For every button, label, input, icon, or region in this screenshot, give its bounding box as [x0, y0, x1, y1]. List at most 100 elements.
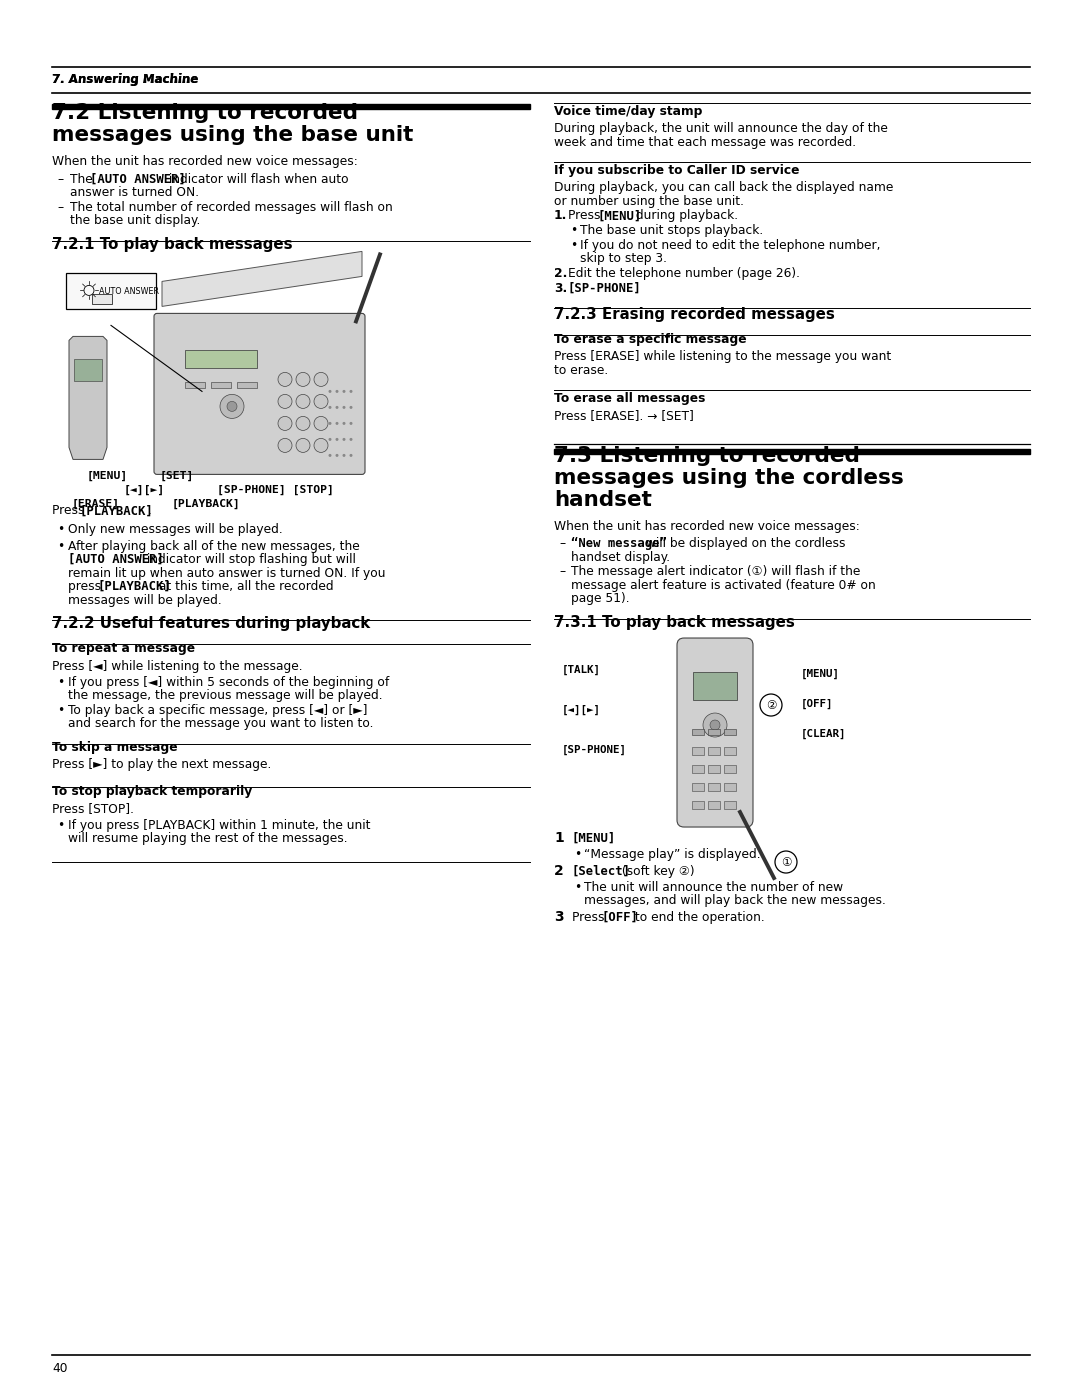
Circle shape — [350, 454, 352, 457]
Text: Press: Press — [572, 911, 608, 923]
Circle shape — [710, 719, 720, 731]
Circle shape — [328, 437, 332, 441]
Bar — [237, 383, 257, 388]
Circle shape — [314, 439, 328, 453]
Text: The total number of recorded messages will flash on: The total number of recorded messages wi… — [70, 201, 393, 214]
Text: [CLEAR]: [CLEAR] — [801, 729, 847, 739]
Circle shape — [278, 394, 292, 408]
Text: During playback, the unit will announce the day of the: During playback, the unit will announce … — [554, 122, 888, 136]
Text: 7.2.2 Useful features during playback: 7.2.2 Useful features during playback — [52, 616, 370, 631]
Text: Press: Press — [568, 210, 605, 222]
Text: at this time, all the recorded: at this time, all the recorded — [154, 580, 334, 592]
Text: To erase all messages: To erase all messages — [554, 393, 705, 405]
Text: during playback.: during playback. — [633, 210, 739, 222]
Text: The message alert indicator (①) will flash if the: The message alert indicator (①) will fla… — [571, 566, 861, 578]
Circle shape — [342, 422, 346, 425]
Text: 7.2 Listening to recorded: 7.2 Listening to recorded — [52, 103, 357, 123]
Text: messages using the cordless: messages using the cordless — [554, 468, 904, 488]
Text: •: • — [573, 882, 581, 894]
Text: To erase a specific message: To erase a specific message — [554, 334, 746, 346]
Circle shape — [775, 851, 797, 873]
Circle shape — [278, 439, 292, 453]
Text: [MENU]: [MENU] — [572, 833, 617, 845]
Text: 2: 2 — [554, 863, 564, 877]
Text: ①: ① — [781, 855, 792, 869]
Text: 3.: 3. — [554, 282, 567, 295]
Text: •: • — [57, 539, 64, 552]
Text: [MENU]: [MENU] — [597, 210, 642, 222]
Text: To repeat a message: To repeat a message — [52, 643, 195, 655]
Bar — [554, 448, 1030, 454]
Circle shape — [314, 416, 328, 430]
Text: 7. Answering Machine: 7. Answering Machine — [52, 73, 198, 87]
Text: answer is turned ON.: answer is turned ON. — [70, 186, 199, 200]
Text: skip to step 3.: skip to step 3. — [580, 253, 667, 265]
Text: handset display.: handset display. — [571, 550, 670, 563]
Text: •: • — [57, 676, 64, 689]
Text: Press [ERASE]. → [SET]: Press [ERASE]. → [SET] — [554, 409, 693, 422]
Polygon shape — [162, 251, 362, 306]
Circle shape — [296, 394, 310, 408]
Text: message alert feature is activated (feature 0# on: message alert feature is activated (feat… — [571, 578, 876, 592]
Text: 7.3 Listening to recorded: 7.3 Listening to recorded — [554, 446, 860, 465]
Text: –: – — [559, 538, 565, 550]
Text: 1.: 1. — [554, 210, 567, 222]
Circle shape — [336, 454, 338, 457]
Circle shape — [350, 390, 352, 393]
Bar — [724, 766, 735, 773]
FancyBboxPatch shape — [66, 274, 156, 309]
Text: The base unit stops playback.: The base unit stops playback. — [580, 225, 764, 237]
Bar — [52, 103, 530, 109]
Text: Edit the telephone number (page 26).: Edit the telephone number (page 26). — [568, 267, 800, 279]
Text: If you press [PLAYBACK] within 1 minute, the unit: If you press [PLAYBACK] within 1 minute,… — [68, 819, 370, 831]
Text: messages will be played.: messages will be played. — [68, 594, 221, 606]
Text: [AUTO ANSWER]: [AUTO ANSWER] — [90, 173, 186, 186]
Text: [ERASE]: [ERASE] — [72, 499, 120, 509]
Text: week and time that each message was recorded.: week and time that each message was reco… — [554, 136, 856, 148]
Bar — [724, 784, 735, 791]
Text: •: • — [57, 524, 64, 536]
Text: page 51).: page 51). — [571, 592, 630, 605]
Circle shape — [336, 390, 338, 393]
Text: [MENU]: [MENU] — [87, 471, 129, 481]
Text: .: . — [148, 504, 152, 517]
Text: will be displayed on the cordless: will be displayed on the cordless — [643, 538, 846, 550]
Circle shape — [342, 390, 346, 393]
Text: [OFF]: [OFF] — [602, 911, 638, 923]
Circle shape — [350, 407, 352, 409]
Text: •: • — [570, 225, 577, 237]
Text: [SP-PHONE]: [SP-PHONE] — [568, 282, 642, 295]
Text: [SP-PHONE]: [SP-PHONE] — [562, 745, 627, 756]
Text: 40: 40 — [52, 1362, 67, 1375]
Text: AUTO ANSWER: AUTO ANSWER — [99, 288, 159, 296]
Text: 2.: 2. — [554, 267, 567, 279]
Text: and search for the message you want to listen to.: and search for the message you want to l… — [68, 718, 374, 731]
Text: Press [◄] while listening to the message.: Press [◄] while listening to the message… — [52, 659, 302, 673]
Text: To skip a message: To skip a message — [52, 740, 177, 754]
Text: to end the operation.: to end the operation. — [631, 911, 765, 923]
Text: indicator will stop flashing but will: indicator will stop flashing but will — [143, 553, 355, 566]
FancyBboxPatch shape — [154, 313, 365, 475]
Circle shape — [296, 416, 310, 430]
Polygon shape — [69, 337, 107, 460]
Text: –: – — [57, 173, 63, 186]
Bar — [708, 729, 720, 735]
Text: When the unit has recorded new voice messages:: When the unit has recorded new voice mes… — [52, 155, 357, 168]
Text: Press: Press — [52, 504, 89, 517]
Circle shape — [703, 712, 727, 738]
Circle shape — [328, 454, 332, 457]
Text: During playback, you can call back the displayed name: During playback, you can call back the d… — [554, 182, 893, 194]
Bar — [708, 766, 720, 773]
Text: (soft key ②): (soft key ②) — [619, 865, 696, 877]
Text: messages, and will play back the new messages.: messages, and will play back the new mes… — [584, 894, 886, 908]
Text: To stop playback temporarily: To stop playback temporarily — [52, 785, 253, 798]
Text: 7.3.1 To play back messages: 7.3.1 To play back messages — [554, 615, 795, 630]
Text: indicator will flash when auto: indicator will flash when auto — [165, 173, 349, 186]
Text: or number using the base unit.: or number using the base unit. — [554, 194, 744, 208]
Circle shape — [342, 437, 346, 441]
Text: •: • — [57, 704, 64, 717]
Text: To play back a specific message, press [◄] or [►]: To play back a specific message, press [… — [68, 704, 367, 717]
Text: –: – — [559, 566, 565, 578]
Bar — [692, 800, 704, 809]
Text: 3: 3 — [554, 909, 564, 923]
